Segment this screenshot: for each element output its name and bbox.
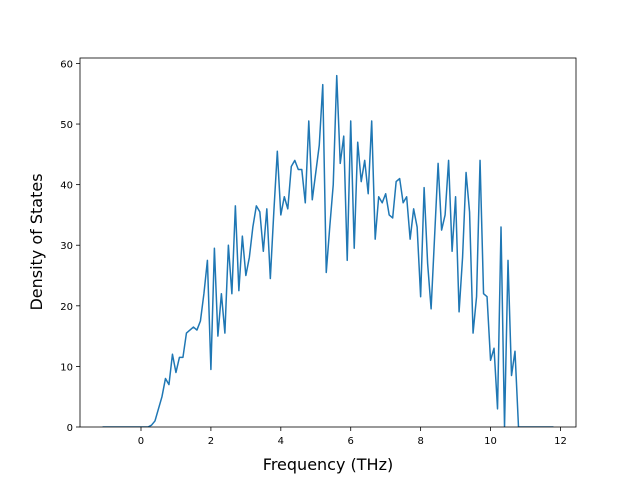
- line-series: [102, 74, 554, 427]
- y-tick-label: 10: [60, 362, 73, 373]
- x-tick-label: 0: [138, 436, 144, 447]
- y-tick-label: 50: [60, 120, 73, 131]
- x-tick-label: 12: [554, 436, 567, 447]
- y-tick-label: 30: [60, 241, 73, 252]
- y-tick-label: 60: [60, 59, 73, 70]
- y-tick-label: 20: [60, 302, 73, 313]
- y-tick-label: 40: [60, 181, 73, 192]
- y-axis-label: Density of States: [27, 173, 46, 310]
- x-axis-label: Frequency (THz): [263, 455, 393, 474]
- plot-frame: [79, 57, 577, 428]
- x-tick-label: 6: [348, 436, 354, 447]
- y-tick-label: 0: [67, 423, 73, 434]
- x-tick-label: 8: [417, 436, 423, 447]
- x-tick-label: 10: [484, 436, 497, 447]
- x-tick-label: 4: [278, 436, 284, 447]
- x-tick-label: 2: [208, 436, 214, 447]
